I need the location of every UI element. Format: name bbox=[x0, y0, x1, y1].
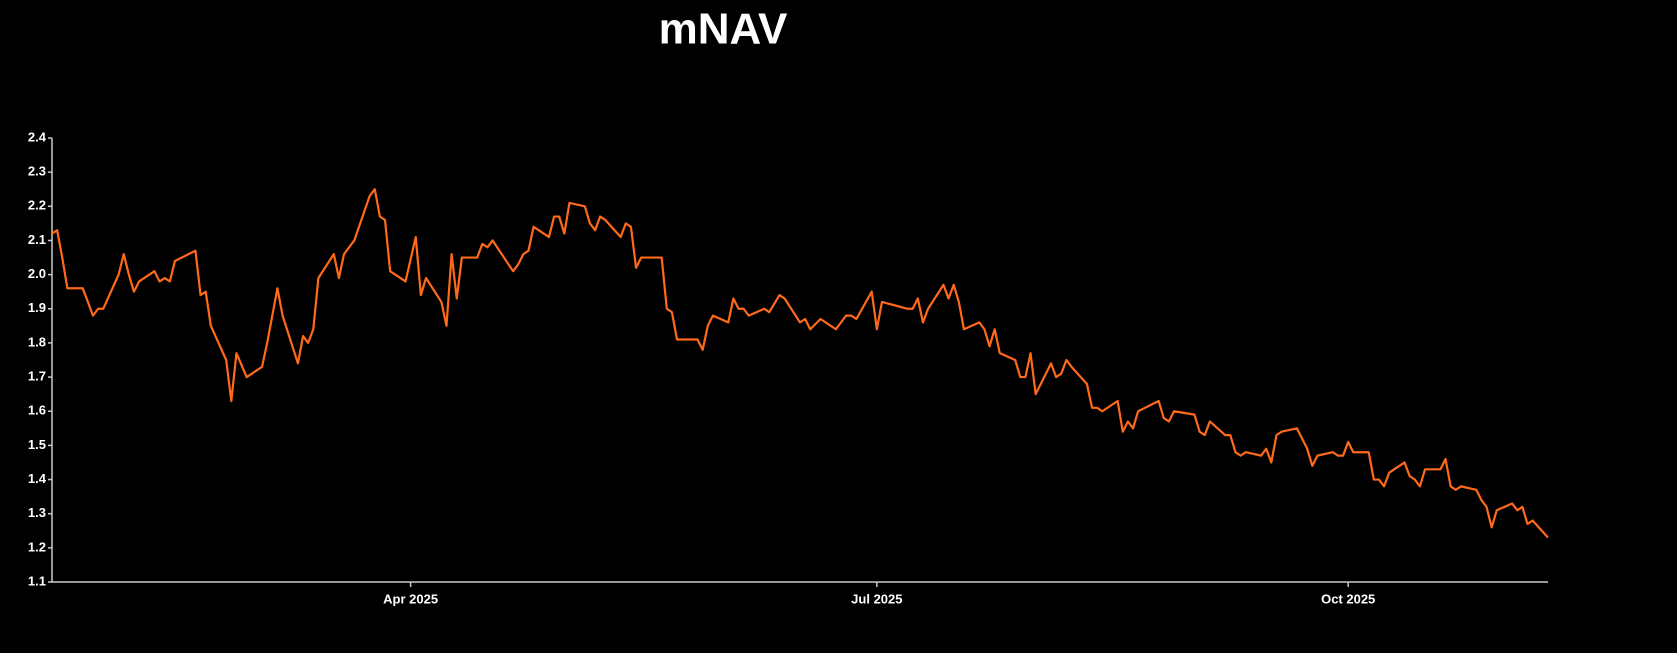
x-tick-label: Jul 2025 bbox=[851, 591, 902, 606]
y-tick-label: 2.0 bbox=[28, 266, 46, 281]
x-tick-label: Apr 2025 bbox=[383, 591, 438, 606]
y-tick-label: 1.8 bbox=[28, 334, 46, 349]
y-tick-label: 1.3 bbox=[28, 505, 46, 520]
data-line bbox=[51, 188, 1549, 539]
y-tick-label: 1.6 bbox=[28, 403, 46, 418]
chart-title: mNAV bbox=[659, 5, 788, 54]
y-tick-label: 1.9 bbox=[28, 300, 46, 315]
x-tick-label: Oct 2025 bbox=[1321, 591, 1375, 606]
y-tick-label: 1.5 bbox=[28, 437, 46, 452]
y-tick-label: 1.4 bbox=[28, 471, 47, 486]
y-tick-label: 2.1 bbox=[28, 232, 46, 247]
y-tick-label: 1.7 bbox=[28, 369, 46, 384]
y-tick-label: 1.1 bbox=[28, 573, 46, 588]
y-tick-label: 2.4 bbox=[28, 129, 47, 144]
y-tick-label: 1.2 bbox=[28, 539, 46, 554]
y-tick-label: 2.2 bbox=[28, 198, 46, 213]
y-tick-label: 2.3 bbox=[28, 164, 46, 179]
